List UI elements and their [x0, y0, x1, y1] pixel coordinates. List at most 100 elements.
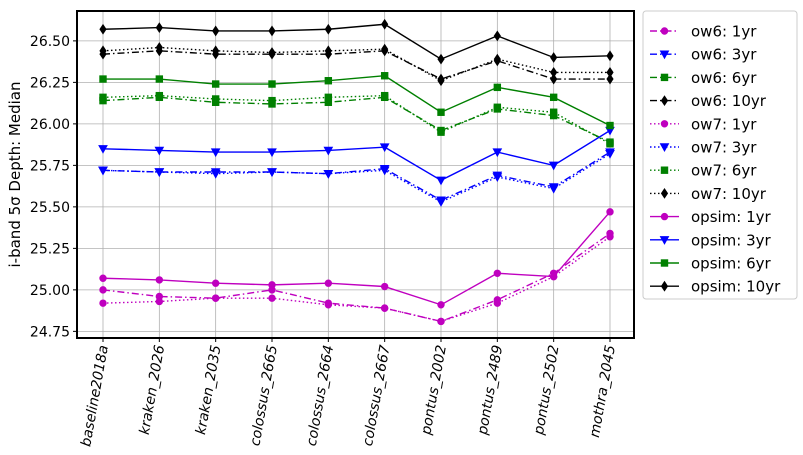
data-point — [437, 128, 445, 136]
data-point — [99, 286, 107, 294]
data-point — [437, 53, 445, 65]
data-point — [493, 299, 502, 307]
legend-marker — [660, 166, 669, 174]
series-opsim-6yr — [99, 72, 614, 130]
legend-marker — [660, 120, 669, 128]
data-point — [548, 184, 559, 194]
data-point — [492, 173, 503, 183]
data-point — [155, 276, 164, 284]
data-point — [154, 168, 165, 178]
data-point — [268, 25, 276, 37]
series-line — [103, 75, 611, 127]
data-point — [210, 169, 221, 179]
legend-label: opsim: 3yr — [691, 231, 772, 249]
legend-marker — [660, 280, 669, 292]
y-tick-label: 26.25 — [30, 75, 70, 91]
legend-marker — [660, 187, 669, 199]
data-point — [605, 150, 615, 159]
data-point — [99, 274, 107, 282]
legend-label: ow6: 3yr — [691, 46, 757, 64]
series-line — [102, 151, 611, 202]
legend-item: ow6: 1yr — [650, 23, 757, 41]
legend-marker — [660, 73, 669, 82]
data-point — [380, 91, 389, 100]
data-point — [323, 169, 334, 179]
data-point — [324, 77, 333, 85]
y-tick-label: 26.50 — [30, 34, 70, 50]
data-point — [210, 148, 221, 158]
data-point — [268, 47, 276, 58]
legend-label: opsim: 10yr — [691, 278, 781, 296]
data-point — [99, 45, 107, 57]
series-layer — [98, 18, 615, 326]
series-line — [102, 94, 611, 145]
data-point — [493, 30, 501, 42]
y-tick-label: 25.75 — [30, 158, 70, 174]
data-point — [98, 166, 108, 176]
data-point — [99, 299, 107, 307]
legend-marker — [660, 27, 669, 35]
data-point — [380, 304, 389, 312]
series-line — [102, 46, 610, 82]
legend-label: ow6: 6yr — [691, 69, 757, 87]
legend-label: ow7: 10yr — [691, 185, 767, 203]
y-axis: 24.75 25.00 25.25 25.50 25.75 26.00 26.25 26.50 — [30, 34, 77, 340]
series-opsim-1yr — [99, 208, 614, 309]
legend-item: ow7: 3yr — [650, 139, 757, 157]
data-point — [606, 121, 614, 130]
data-point — [436, 176, 446, 186]
data-point — [381, 43, 389, 55]
legend-label: opsim: 6yr — [691, 255, 772, 273]
data-point — [155, 75, 164, 83]
data-point — [268, 281, 276, 289]
legend-marker — [660, 259, 669, 267]
legend-item: opsim: 3yr — [650, 231, 772, 249]
legend-label: ow7: 3yr — [691, 139, 757, 157]
data-point — [606, 233, 614, 241]
data-point — [549, 272, 558, 281]
legend-marker — [659, 143, 670, 153]
data-point — [155, 297, 164, 306]
legend-item: ow7: 1yr — [650, 115, 757, 133]
data-point — [324, 301, 333, 309]
data-point — [99, 75, 107, 83]
data-point — [550, 73, 558, 85]
legend-marker — [659, 236, 670, 245]
series-line — [102, 153, 611, 203]
data-point — [99, 23, 107, 35]
data-point — [379, 143, 390, 153]
legend-item: opsim: 6yr — [650, 255, 772, 273]
y-tick-label: 26.00 — [30, 117, 70, 133]
y-tick-label: 25.00 — [30, 283, 70, 299]
data-point — [550, 67, 558, 78]
legend-label: ow6: 10yr — [691, 92, 767, 110]
legend-label: ow6: 1yr — [691, 23, 757, 41]
legend-item: ow6: 6yr — [650, 69, 757, 87]
data-point — [381, 18, 389, 30]
data-point — [380, 282, 389, 291]
series-ow7-3yr — [98, 150, 615, 207]
legend-box — [642, 10, 798, 300]
data-point — [379, 166, 390, 176]
series-line — [102, 23, 611, 60]
y-axis-label: i-band 5σ Depth: Median — [6, 82, 24, 268]
data-point — [548, 161, 559, 171]
legend-item: ow7: 6yr — [650, 162, 757, 180]
data-point — [436, 198, 446, 207]
data-point — [268, 96, 276, 105]
data-point — [324, 93, 333, 102]
data-point — [550, 52, 558, 63]
data-point — [493, 83, 502, 92]
legend-label: opsim: 1yr — [691, 208, 772, 226]
data-point — [437, 75, 445, 87]
data-point — [211, 279, 220, 287]
series-ow7-10yr — [99, 42, 614, 87]
data-point — [324, 45, 332, 57]
legend-item: opsim: 1yr — [650, 208, 772, 226]
legend-label: ow7: 6yr — [691, 162, 757, 180]
series-line — [102, 129, 611, 182]
series-ow7-6yr — [99, 91, 614, 148]
legend-item: opsim: 10yr — [650, 278, 781, 296]
data-point — [211, 80, 220, 88]
